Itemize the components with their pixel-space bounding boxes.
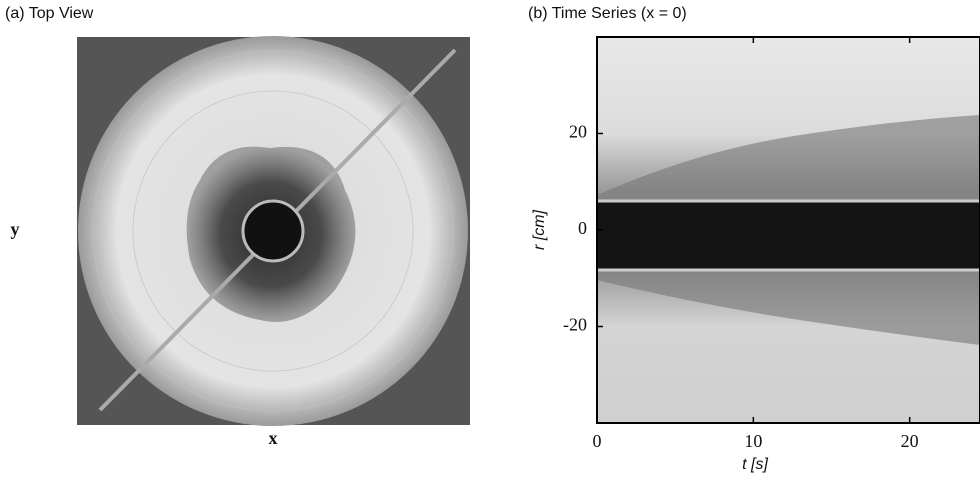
x-axis-label: x [269,428,278,448]
y-axis-label: y [11,219,20,239]
y-axis-label: r [cm] [531,209,548,250]
x-tick-label: 0 [593,431,602,451]
x-tick-label: 10 [744,431,762,451]
time-series-image [597,37,980,423]
y-tick-label: 0 [578,218,587,238]
y-tick-label: -20 [563,315,587,335]
panel-title: (b) Time Series (x = 0) [528,5,687,22]
panel-title: (a) Top View [5,5,94,22]
x-tick-label: 20 [901,431,919,451]
x-axis-label: t [s] [742,456,768,473]
top-view-photo [77,36,470,426]
y-tick-label: 20 [569,122,587,142]
